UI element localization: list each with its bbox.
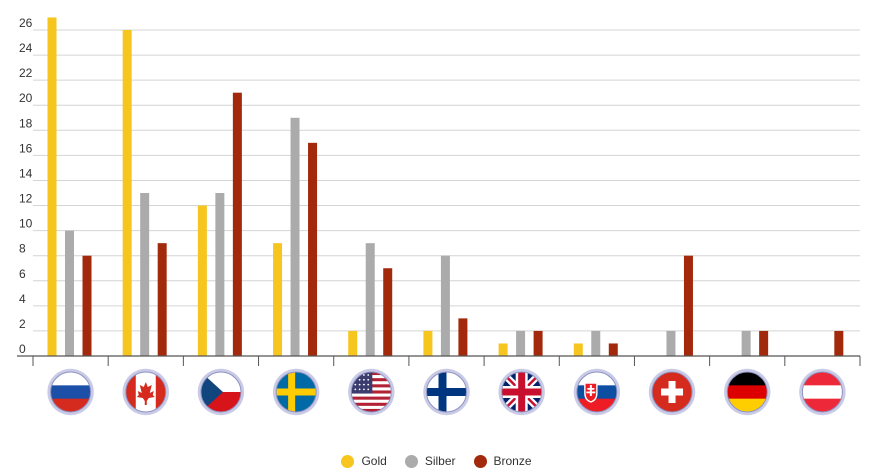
- flag-border: [200, 371, 242, 413]
- flag-border: [576, 371, 618, 413]
- legend-swatch-silber: [404, 454, 418, 468]
- flag-fill: [50, 372, 91, 412]
- flag-slovakia-icon: [573, 368, 621, 416]
- y-tick-label: 8: [19, 242, 26, 256]
- bar-silber: [516, 330, 526, 356]
- y-tick-label: 14: [19, 166, 33, 180]
- bar-gold: [273, 243, 283, 356]
- flag-border: [50, 371, 92, 413]
- bar-bronze: [533, 330, 543, 356]
- bar-gold: [573, 343, 583, 356]
- flag-border: [350, 371, 392, 413]
- y-tick-label: 2: [19, 317, 26, 331]
- y-tick-label: 18: [19, 116, 33, 130]
- flag-austria-icon: [799, 368, 846, 416]
- flag-fill: [276, 372, 317, 412]
- bar-gold: [197, 205, 207, 356]
- flag-border: [651, 371, 693, 413]
- bar-gold: [122, 30, 132, 356]
- legend-item-gold[interactable]: Gold: [341, 454, 387, 468]
- bar-gold: [348, 330, 358, 356]
- chart-bars: [47, 17, 844, 357]
- flag-fill: [652, 372, 693, 412]
- flag-russia-icon: [47, 368, 94, 416]
- bar-bronze: [759, 330, 769, 356]
- bar-silber: [65, 230, 74, 356]
- bar-gold: [498, 343, 508, 356]
- bar-silber: [741, 330, 751, 356]
- bar-silber: [215, 193, 225, 356]
- bar-bronze: [232, 92, 242, 356]
- legend-label-bronze: Bronze: [493, 454, 532, 468]
- bar-silber: [365, 243, 375, 356]
- legend-label-gold: Gold: [361, 454, 387, 468]
- bar-bronze: [308, 142, 318, 356]
- bar-bronze: [383, 268, 393, 356]
- legend-label-silber: Silber: [424, 454, 456, 468]
- flag-uk-icon: [498, 368, 545, 416]
- bar-bronze: [608, 343, 618, 356]
- flag-switzerland-icon: [648, 368, 696, 416]
- y-tick-label: 16: [19, 141, 33, 155]
- flag-germany-icon: [724, 368, 771, 416]
- flag-fill: [125, 372, 166, 412]
- y-tick-label: 0: [19, 342, 26, 356]
- flag-fill: [200, 372, 241, 412]
- bar-silber: [666, 330, 676, 356]
- flag-usa-icon: [348, 368, 395, 416]
- category-flags: [47, 368, 846, 416]
- bar-silber: [140, 193, 150, 356]
- y-tick-label: 4: [19, 292, 26, 306]
- legend-item-bronze[interactable]: Bronze: [473, 454, 532, 468]
- flag-fill: [351, 372, 392, 412]
- x-axis: [17, 355, 861, 366]
- legend-swatch-bronze: [473, 454, 487, 468]
- y-tick-label: 6: [19, 267, 26, 281]
- flag-border: [501, 371, 543, 413]
- bar-gold: [47, 17, 57, 356]
- legend-swatch-gold: [341, 454, 355, 468]
- flag-czech-icon: [197, 368, 245, 416]
- flag-fill: [802, 372, 843, 412]
- y-tick-label: 24: [19, 41, 33, 55]
- flag-fill: [727, 372, 768, 412]
- y-tick-label: 26: [19, 16, 33, 30]
- bar-silber: [440, 255, 450, 356]
- bar-silber: [290, 117, 300, 357]
- chart-legend: Gold Silber Bronze: [0, 452, 873, 470]
- flag-fill: [576, 372, 617, 412]
- y-tick-label: 10: [19, 217, 33, 231]
- bar-bronze: [82, 255, 92, 356]
- flag-fill: [426, 372, 467, 412]
- bar-bronze: [834, 330, 844, 356]
- flag-finland-icon: [423, 368, 470, 416]
- bar-gold: [423, 330, 433, 356]
- legend-item-silber[interactable]: Silber: [404, 454, 456, 468]
- flag-fill: [501, 372, 542, 412]
- flag-border: [726, 371, 768, 413]
- flag-border: [125, 371, 167, 413]
- y-tick-label: 20: [19, 91, 33, 105]
- flag-sweden-icon: [272, 368, 320, 416]
- bar-bronze: [683, 255, 693, 356]
- y-tick-label: 22: [19, 66, 33, 80]
- bar-silber: [591, 330, 601, 356]
- flag-border: [426, 371, 467, 413]
- flag-border: [275, 371, 317, 413]
- flag-border: [801, 371, 843, 413]
- y-tick-label: 12: [19, 192, 33, 206]
- bar-bronze: [458, 318, 468, 356]
- bar-bronze: [157, 243, 167, 356]
- flag-canada-icon: [122, 368, 169, 416]
